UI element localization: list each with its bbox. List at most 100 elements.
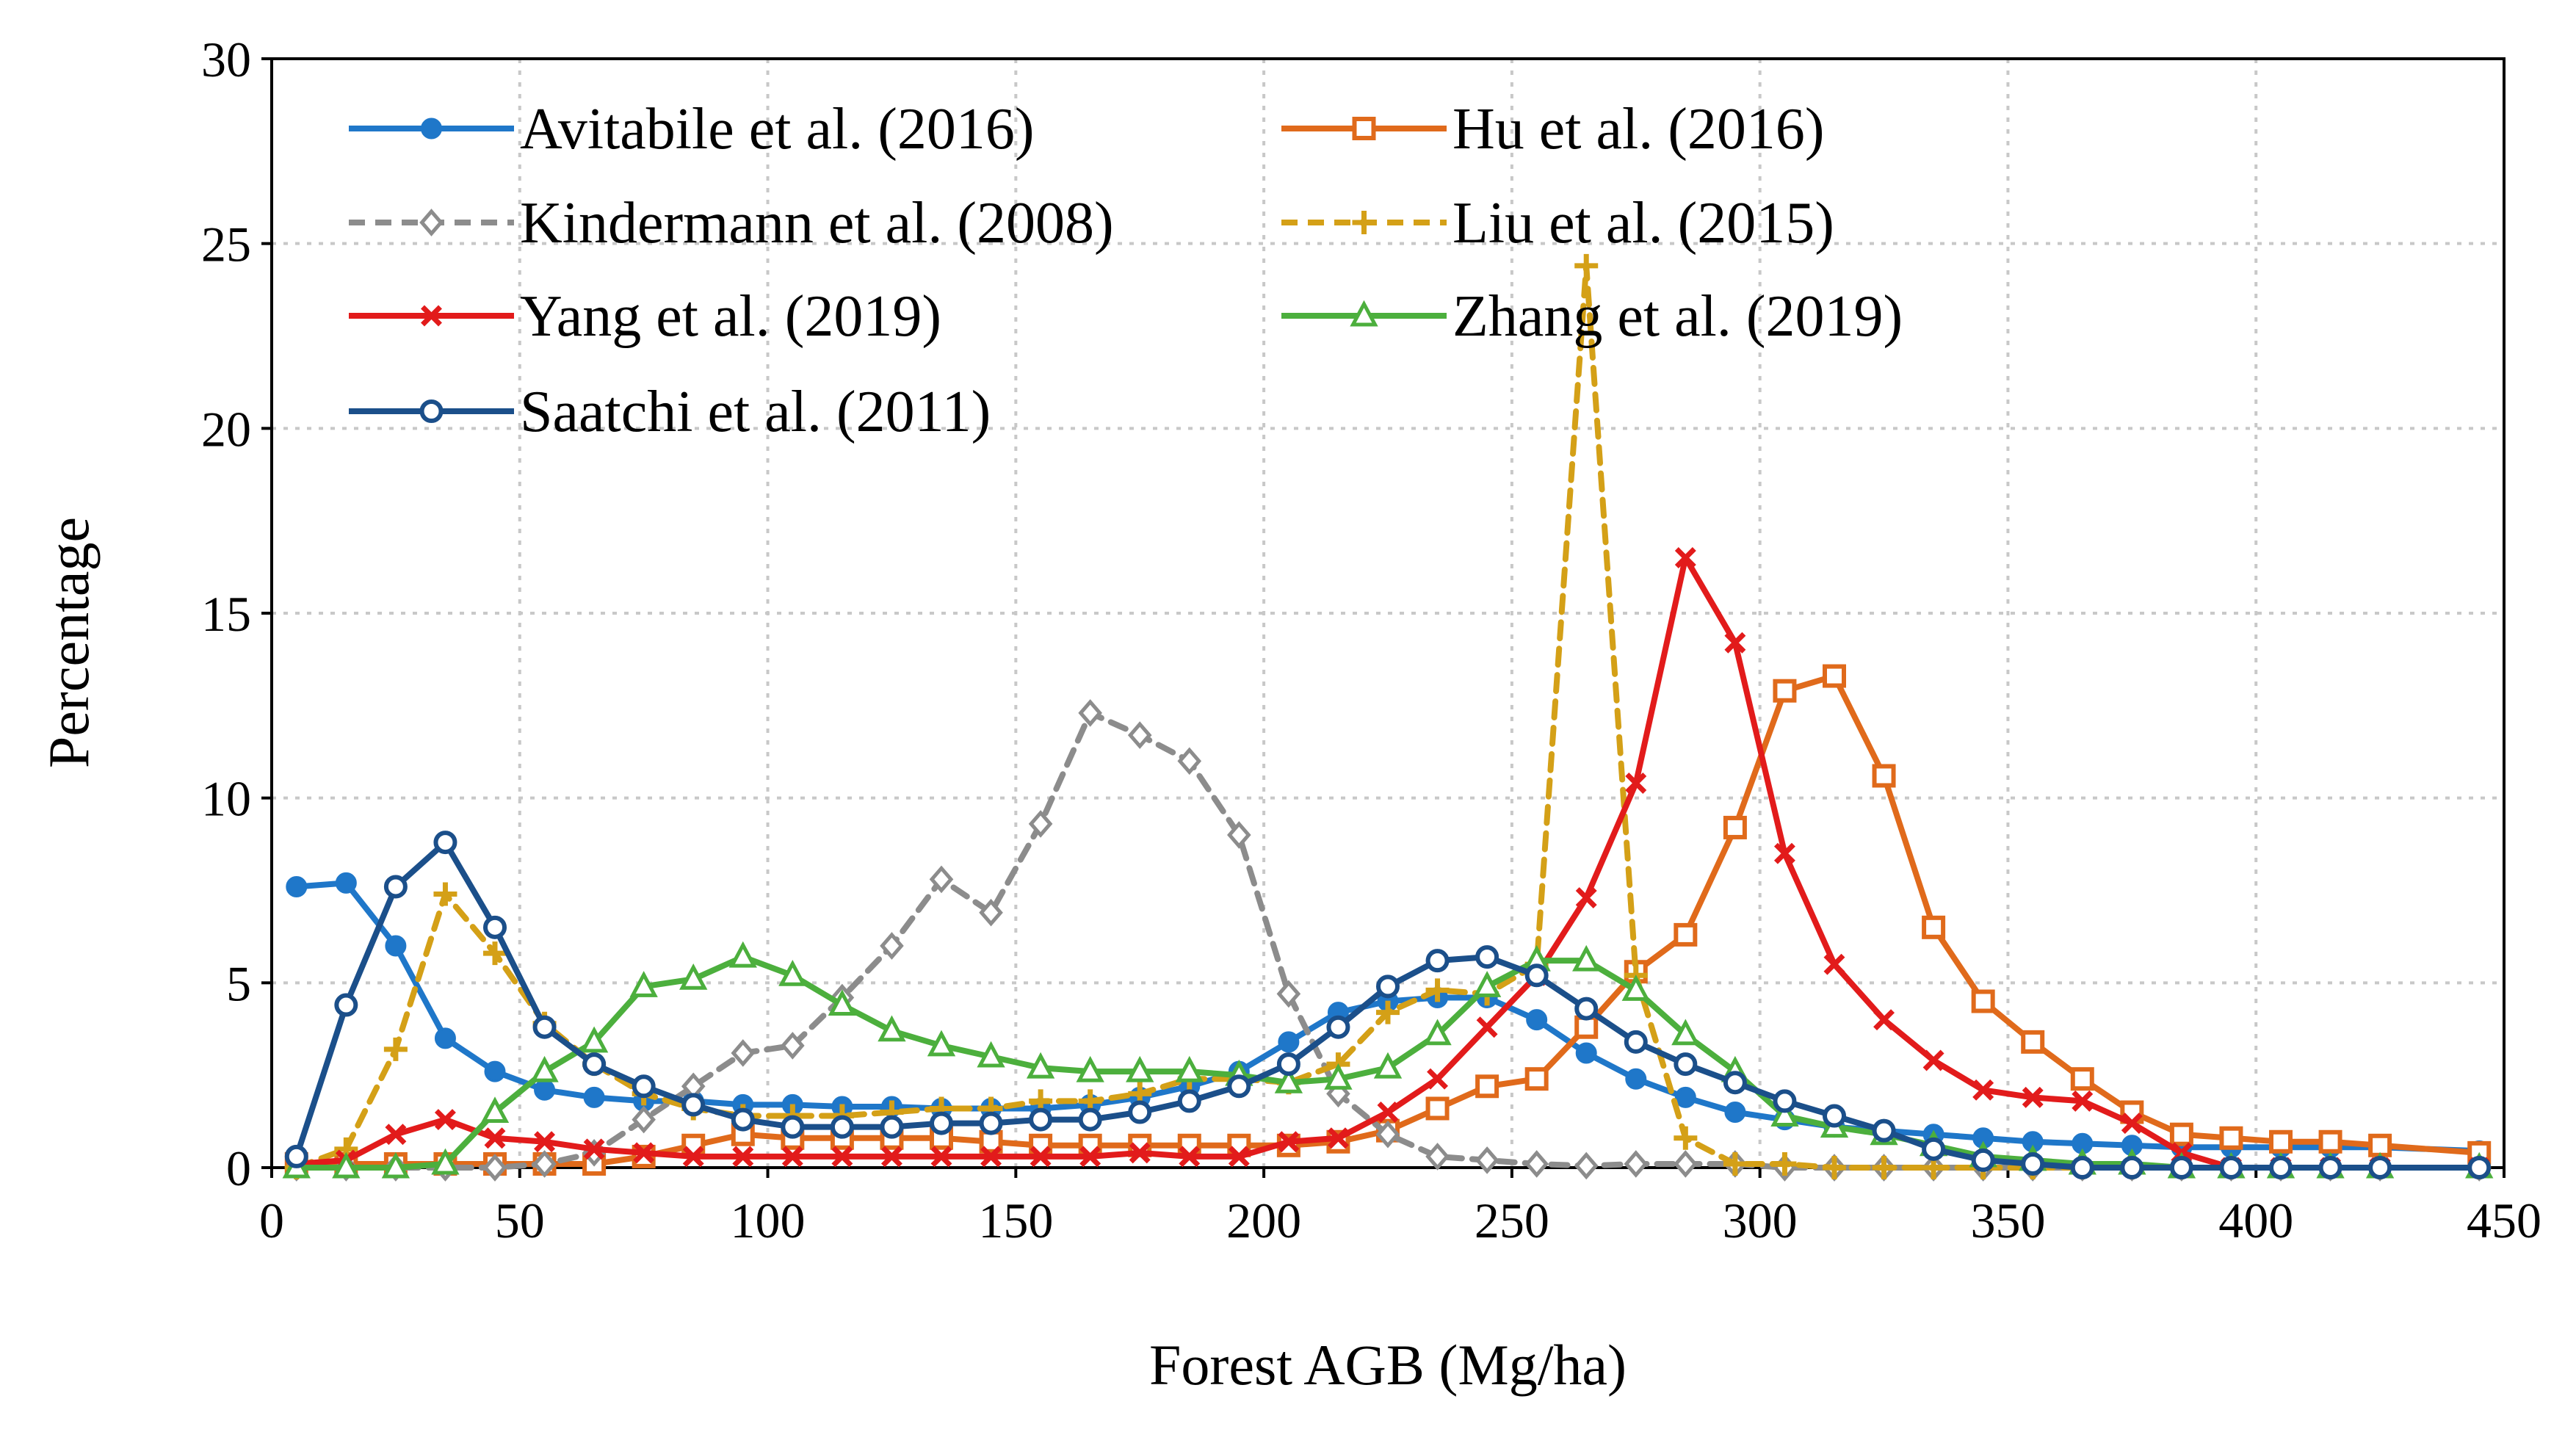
x-tick-label: 300 (1723, 1193, 1798, 1248)
series-line-yang-et-al-2019 (293, 554, 2483, 1171)
y-tick-label: 10 (201, 771, 251, 827)
data-point (880, 1146, 902, 1168)
series-kindermann-et-al-2008 (284, 699, 2492, 1182)
data-point (1724, 632, 1746, 654)
x-tick-label: 100 (731, 1193, 806, 1248)
y-tick-label: 30 (201, 32, 251, 87)
data-point (1227, 1074, 1251, 1099)
data-point (1773, 679, 1797, 703)
data-point (2269, 1129, 2293, 1154)
data-point (1624, 1030, 1648, 1054)
data-point (1377, 1102, 1399, 1123)
data-point (335, 872, 357, 894)
data-point (1770, 1100, 1799, 1127)
series-lines (282, 253, 2494, 1182)
data-point (1524, 1150, 1549, 1178)
data-point (2120, 1156, 2144, 1179)
data-point (1524, 1067, 1549, 1091)
legend-marker (1352, 117, 1376, 140)
data-point (1278, 1131, 1300, 1153)
data-point (979, 898, 1003, 927)
data-point (1674, 1052, 1698, 1077)
data-point (681, 1093, 706, 1117)
data-point (1873, 1009, 1895, 1031)
x-tick-label: 50 (495, 1193, 545, 1248)
data-point (1723, 1071, 1747, 1095)
data-point (1274, 1066, 1303, 1093)
data-point (980, 1146, 1002, 1168)
data-point (1524, 963, 1549, 988)
data-point (434, 1109, 456, 1131)
data-point (1228, 1146, 1250, 1168)
x-tick-label: 200 (1226, 1193, 1301, 1248)
data-point (1872, 1156, 1896, 1179)
legend-marker (1352, 211, 1376, 234)
data-point (381, 1151, 410, 1179)
legend-label: Avitabile et al. (2016) (520, 97, 1035, 162)
data-point (878, 1015, 906, 1042)
data-point (1572, 944, 1601, 972)
legend-label: Saatchi et al. (2011) (520, 380, 991, 444)
data-point (583, 1086, 605, 1108)
data-point (1278, 1031, 1300, 1053)
data-point (1376, 1000, 1400, 1024)
data-point (1773, 1089, 1797, 1113)
x-tick-label: 400 (2218, 1193, 2293, 1248)
data-point (286, 875, 308, 897)
legend-entry-saatchi-et-al-2011: Saatchi et al. (2011) (349, 380, 991, 444)
data-point (1575, 1042, 1597, 1064)
data-point (1475, 1146, 1499, 1174)
data-point (1078, 699, 1102, 727)
x-tick-label: 250 (1475, 1193, 1549, 1248)
data-point (383, 875, 408, 899)
data-point (334, 993, 358, 1017)
data-point (1922, 1049, 1944, 1071)
legend-label: Kindermann et al. (2008) (520, 191, 1114, 256)
legend-marker (419, 209, 444, 236)
data-point (1971, 989, 1995, 1013)
legend-label: Zhang et al. (2019) (1452, 284, 1903, 349)
series-yang-et-al-2019 (286, 547, 2490, 1179)
data-point (781, 1115, 805, 1139)
x-tick-label: 150 (978, 1193, 1053, 1248)
data-point (1028, 810, 1053, 838)
data-point (1476, 1016, 1498, 1038)
y-tick-label: 0 (226, 1140, 251, 1196)
data-point (1773, 1151, 1797, 1176)
data-point (1276, 980, 1301, 1008)
data-point (1126, 1055, 1154, 1082)
data-point (1724, 1102, 1746, 1123)
data-point (1376, 974, 1400, 999)
data-point (1179, 1146, 1201, 1168)
data-point (1425, 949, 1450, 973)
data-point (781, 1146, 803, 1168)
data-point (582, 1052, 607, 1077)
data-point (2021, 1030, 2045, 1054)
y-tick-label: 20 (201, 401, 251, 457)
data-point (1922, 1137, 1946, 1161)
data-point (1872, 1118, 1896, 1143)
data-point (1574, 253, 1599, 278)
legend-entry-hu-et-al-2016: Hu et al. (2016) (1281, 97, 1825, 162)
legend-entry-zhang-et-al-2019: Zhang et al. (2019) (1281, 284, 1903, 349)
data-point (483, 941, 507, 966)
data-point (1373, 1052, 1403, 1079)
data-point (2022, 1086, 2044, 1108)
data-point (385, 1124, 407, 1146)
data-point (534, 1131, 556, 1153)
data-point (2070, 1067, 2094, 1091)
data-point (1823, 1156, 1846, 1179)
data-point (682, 1146, 704, 1168)
data-point (1723, 815, 1747, 839)
data-point (1674, 547, 1696, 568)
legend-entry-yang-et-al-2019: Yang et al. (2019) (349, 284, 941, 349)
data-point (433, 831, 457, 855)
data-point (927, 1030, 956, 1057)
data-point (579, 1026, 609, 1053)
data-point (1574, 1151, 1599, 1180)
y-tick-label: 5 (226, 955, 251, 1011)
data-point (1076, 1055, 1104, 1082)
data-point (1922, 915, 1946, 939)
data-point (2070, 1156, 2094, 1179)
data-point (1625, 773, 1647, 795)
